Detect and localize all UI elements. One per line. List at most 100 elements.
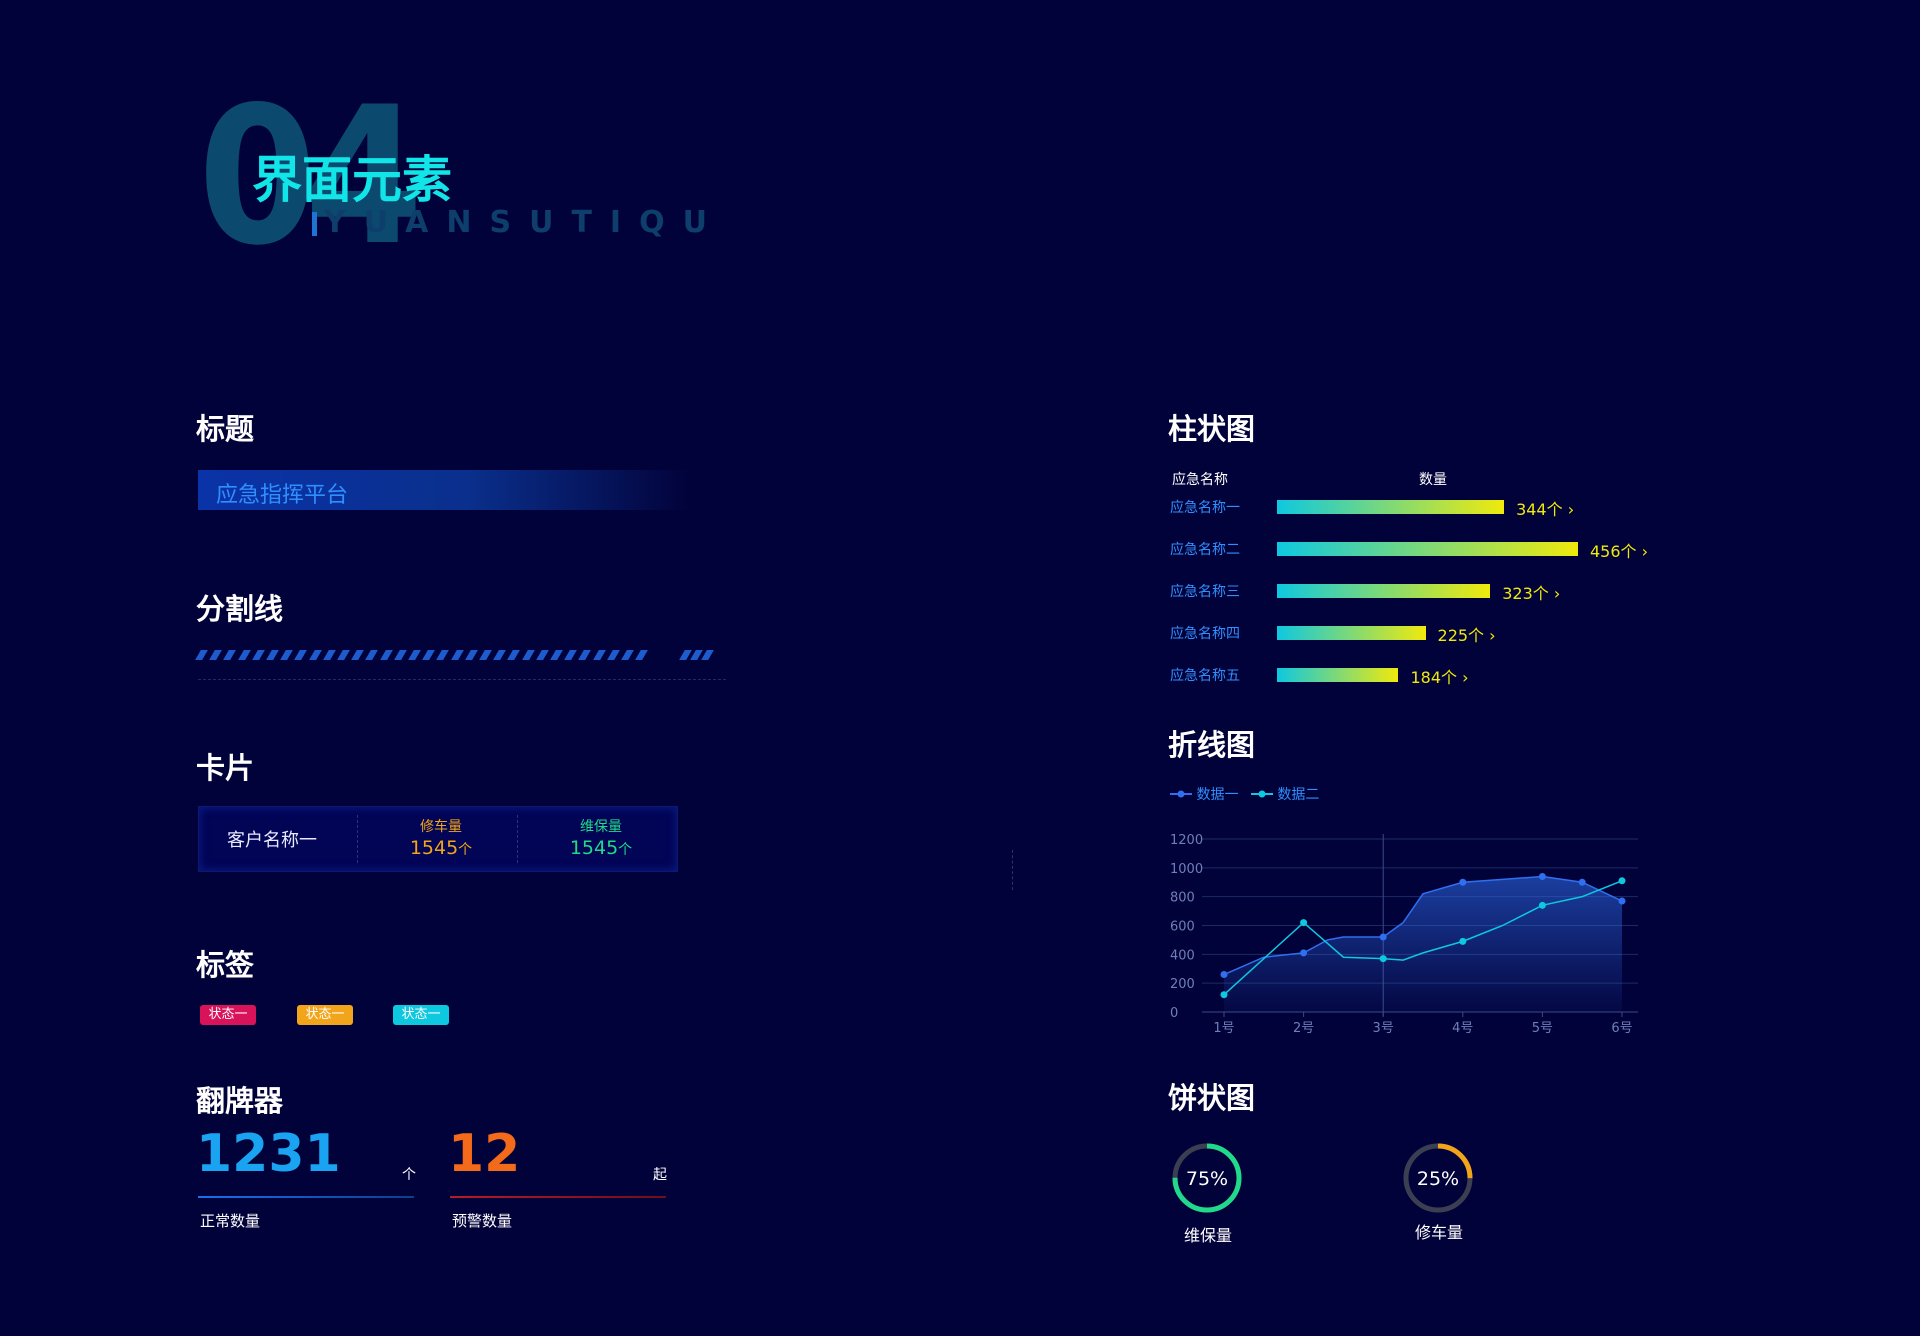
section-line-chart-heading: 折线图 [1168, 728, 1256, 762]
divider-stripe [209, 650, 223, 660]
flipper-value: 1231 [196, 1124, 341, 1184]
divider-stripe [351, 650, 365, 660]
title-bar: 应急指挥平台 [198, 470, 690, 510]
divider-stripe [379, 650, 393, 660]
series-point [1379, 933, 1387, 941]
bar[interactable] [1277, 542, 1578, 556]
y-tick-label: 200 [1170, 977, 1195, 992]
bar[interactable] [1277, 584, 1491, 598]
status-tag[interactable]: 状态一 [297, 1005, 353, 1025]
card-separator [357, 815, 358, 863]
x-tick-label: 6号 [1611, 1021, 1632, 1036]
divider-stripe [337, 650, 350, 660]
page-subtitle: YUANSUTIQU [324, 205, 725, 240]
customer-card[interactable]: 客户名称一 修车量 1545个 维保量 1545个 [198, 806, 678, 872]
x-tick-label: 2号 [1293, 1021, 1314, 1036]
series-point [1538, 872, 1546, 880]
bar-value-label: 184个 › [1410, 668, 1469, 687]
series-area [1224, 876, 1622, 1012]
bar[interactable] [1277, 500, 1505, 514]
series-point [1300, 949, 1308, 957]
series-point [1578, 878, 1586, 886]
status-tag[interactable]: 状态一 [200, 1005, 256, 1025]
card-metric-value: 1545个 [569, 837, 633, 859]
divider-stripe [195, 650, 208, 660]
card-metric-label: 修车量 [420, 819, 462, 835]
section-number: 04 [198, 66, 423, 287]
pie-arc [1172, 1143, 1242, 1213]
flipper-unit: 个 [402, 1167, 416, 1183]
pie-arc [1403, 1143, 1473, 1213]
section-tag-heading: 标签 [196, 948, 255, 982]
flipper-unit: 起 [653, 1167, 667, 1183]
card-customer-name: 客户名称一 [227, 830, 317, 851]
line-chart: 0 200 400 600 800 1000 1200 1号 2号 3号 4号 5号 6号 [1170, 833, 1638, 1036]
x-tick-label: 4号 [1452, 1021, 1473, 1036]
series-point [1618, 877, 1626, 885]
divider-stripe [422, 650, 436, 660]
divider-stripe [294, 650, 308, 660]
bar[interactable] [1277, 626, 1426, 640]
pie-value-text: 75% [1186, 1168, 1228, 1190]
x-tick-label: 5号 [1532, 1021, 1553, 1036]
pie-label: 维保量 [1184, 1226, 1233, 1245]
flipper-underline [198, 1196, 414, 1198]
divider-stripe [393, 650, 407, 660]
status-tag[interactable]: 状态一 [393, 1005, 449, 1025]
flipper-underline [450, 1196, 666, 1198]
divider-stripe [308, 650, 322, 660]
y-tick-label: 0 [1170, 1006, 1178, 1021]
dashed-divider [198, 679, 726, 680]
line-chart-legend: 数据一 数据二 [1170, 784, 1319, 804]
legend-line-icon [1250, 790, 1273, 798]
legend-item[interactable]: 数据二 [1250, 787, 1319, 803]
page-title: 界面元素 [252, 151, 452, 209]
divider-stripe [493, 650, 507, 660]
divider-stripe [251, 650, 265, 660]
card-metric-value: 1545个 [409, 837, 473, 859]
divider-stripe [464, 650, 478, 660]
x-tick-label: 3号 [1373, 1021, 1394, 1036]
divider-stripe [280, 650, 294, 660]
bar-value-label: 456个 › [1590, 542, 1649, 561]
divider-stripe [507, 650, 521, 660]
series-point [1300, 919, 1308, 927]
divider-stripe [606, 650, 620, 660]
pie-donut: 75% [1172, 1143, 1242, 1213]
series-line [1223, 875, 1623, 976]
section-bar-chart-heading: 柱状图 [1168, 412, 1256, 446]
divider-stripe [223, 650, 237, 660]
bar-chart-value-header: 数量 [1419, 472, 1447, 488]
flipper-value: 12 [448, 1124, 521, 1184]
bar-value-label: 225个 › [1437, 626, 1496, 645]
card-metric-label: 维保量 [580, 819, 622, 835]
series-point [1459, 878, 1467, 886]
divider-stripe [237, 650, 251, 660]
legend-item[interactable]: 数据一 [1170, 787, 1243, 803]
y-tick-label: 1000 [1170, 862, 1203, 877]
divider-stripe [550, 650, 563, 660]
series-point [1618, 897, 1626, 905]
pie-value-text: 25% [1417, 1168, 1459, 1190]
card-separator [517, 815, 518, 863]
series-point [1538, 901, 1546, 909]
divider-stripe [564, 650, 578, 660]
x-tick-label: 1号 [1213, 1021, 1234, 1036]
divider-stripe [322, 650, 336, 660]
bar-category-label: 应急名称四 [1170, 626, 1240, 642]
y-tick-label: 800 [1170, 891, 1195, 906]
bar[interactable] [1277, 668, 1399, 682]
divider-stripe [635, 650, 649, 660]
bar-category-label: 应急名称五 [1170, 668, 1240, 684]
section-pie-chart-heading: 饼状图 [1168, 1081, 1256, 1115]
bar-category-label: 应急名称三 [1170, 584, 1240, 600]
divider-stripe [521, 650, 535, 660]
bar-value-label: 323个 › [1502, 584, 1561, 603]
bar-chart-name-header: 应急名称 [1172, 472, 1228, 488]
flipper-label: 正常数量 [200, 1212, 261, 1230]
bar-category-label: 应急名称二 [1170, 542, 1240, 558]
divider-stripe [479, 650, 492, 660]
pie-donut: 25% [1403, 1143, 1473, 1213]
legend-line-icon [1170, 790, 1192, 798]
pie-label: 修车量 [1415, 1223, 1464, 1242]
